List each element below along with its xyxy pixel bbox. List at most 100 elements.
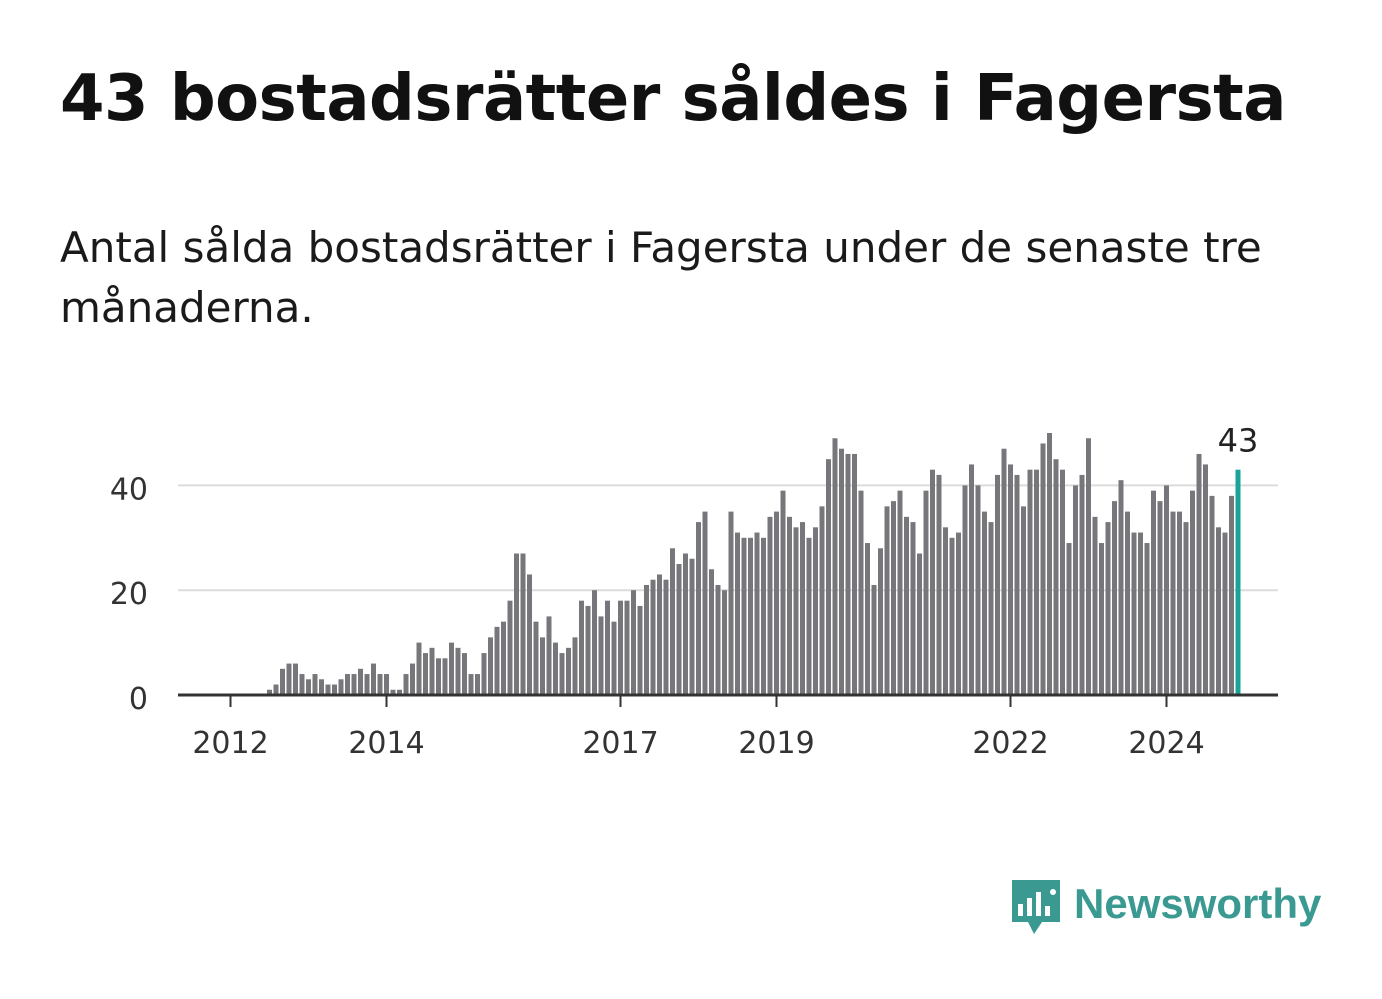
bar	[650, 579, 656, 695]
bar	[871, 584, 877, 695]
bar	[501, 621, 506, 695]
bar	[800, 522, 805, 695]
annotations: 43	[1218, 422, 1259, 460]
bar	[1222, 532, 1228, 695]
bar	[1170, 511, 1176, 695]
bar	[754, 532, 760, 695]
bar	[611, 621, 617, 695]
bar	[832, 438, 838, 695]
bar	[1014, 474, 1020, 695]
newsworthy-logo-icon	[1012, 880, 1060, 934]
bar	[442, 658, 448, 695]
bar	[930, 469, 935, 695]
bar	[897, 490, 903, 695]
bar	[293, 663, 298, 695]
bar	[761, 537, 766, 695]
chart-subtitle: Antal sålda bostadsrätter i Fagersta und…	[60, 223, 1262, 332]
bar	[325, 684, 331, 695]
bar	[1066, 543, 1072, 695]
bar	[273, 684, 279, 695]
bar	[878, 548, 883, 695]
brand-name: Newsworthy	[1074, 880, 1322, 927]
bar	[1008, 464, 1013, 695]
bar	[358, 668, 363, 695]
bar	[988, 522, 994, 695]
bar	[520, 553, 526, 695]
bar	[1034, 469, 1039, 695]
bar	[741, 537, 747, 695]
bar	[1086, 438, 1091, 695]
bar	[1229, 495, 1234, 695]
bar	[397, 689, 402, 695]
bar	[1177, 511, 1182, 695]
bar	[715, 584, 721, 695]
bar	[286, 663, 292, 695]
bar	[858, 490, 864, 695]
bar	[403, 674, 409, 695]
bar	[683, 553, 688, 695]
bar	[1092, 516, 1098, 695]
x-tick-label: 2012	[192, 726, 268, 761]
bar	[748, 537, 753, 695]
bar	[689, 558, 695, 695]
x-axis: 2012 2014 2017 2019 2022 2024	[178, 693, 1278, 761]
bar	[975, 485, 981, 695]
bar	[384, 674, 389, 695]
bar	[839, 448, 844, 695]
bar	[982, 511, 987, 695]
bar	[592, 590, 597, 695]
bar	[1151, 490, 1156, 695]
bar	[956, 532, 961, 695]
bar	[663, 579, 669, 695]
bar	[1001, 448, 1007, 695]
bar	[1118, 480, 1124, 695]
bar	[1125, 511, 1130, 695]
y-axis: 0 20 40	[110, 472, 148, 717]
bar	[371, 663, 376, 695]
x-tick-label: 2019	[738, 726, 814, 761]
bar	[566, 647, 571, 695]
bar	[910, 522, 916, 695]
bar	[468, 674, 474, 695]
bar	[436, 658, 441, 695]
bar	[995, 474, 1000, 695]
bar	[819, 506, 825, 695]
bar	[475, 674, 480, 695]
bar	[624, 600, 630, 695]
x-tick-label: 2017	[582, 726, 658, 761]
bar	[1047, 433, 1052, 695]
highlight-bar	[1235, 469, 1241, 695]
bar	[1105, 522, 1111, 695]
bar	[332, 684, 337, 695]
bar	[1040, 443, 1046, 695]
y-tick-label: 0	[129, 682, 148, 717]
bar	[553, 642, 558, 695]
bar	[533, 621, 539, 695]
bar	[826, 459, 831, 695]
bar	[481, 653, 487, 695]
bar	[917, 553, 922, 695]
bar	[1209, 495, 1215, 695]
bar	[351, 674, 357, 695]
page-title: 43 bostadsrätter såldes i Fagersta	[60, 62, 1286, 136]
bar	[1196, 453, 1202, 695]
bar	[1138, 532, 1143, 695]
bar	[605, 600, 610, 695]
bar	[891, 501, 896, 695]
bar	[1157, 501, 1163, 695]
bar	[527, 574, 532, 695]
bar	[852, 453, 857, 695]
bar	[449, 642, 454, 695]
bar	[364, 674, 370, 695]
bar	[618, 600, 623, 695]
bar	[644, 584, 649, 695]
bar	[702, 511, 708, 695]
y-tick-label: 20	[110, 577, 148, 612]
bar	[488, 637, 493, 695]
bar	[1021, 506, 1026, 695]
bar	[1131, 532, 1137, 695]
bar	[319, 679, 324, 695]
bar	[949, 537, 955, 695]
bar	[774, 511, 779, 695]
